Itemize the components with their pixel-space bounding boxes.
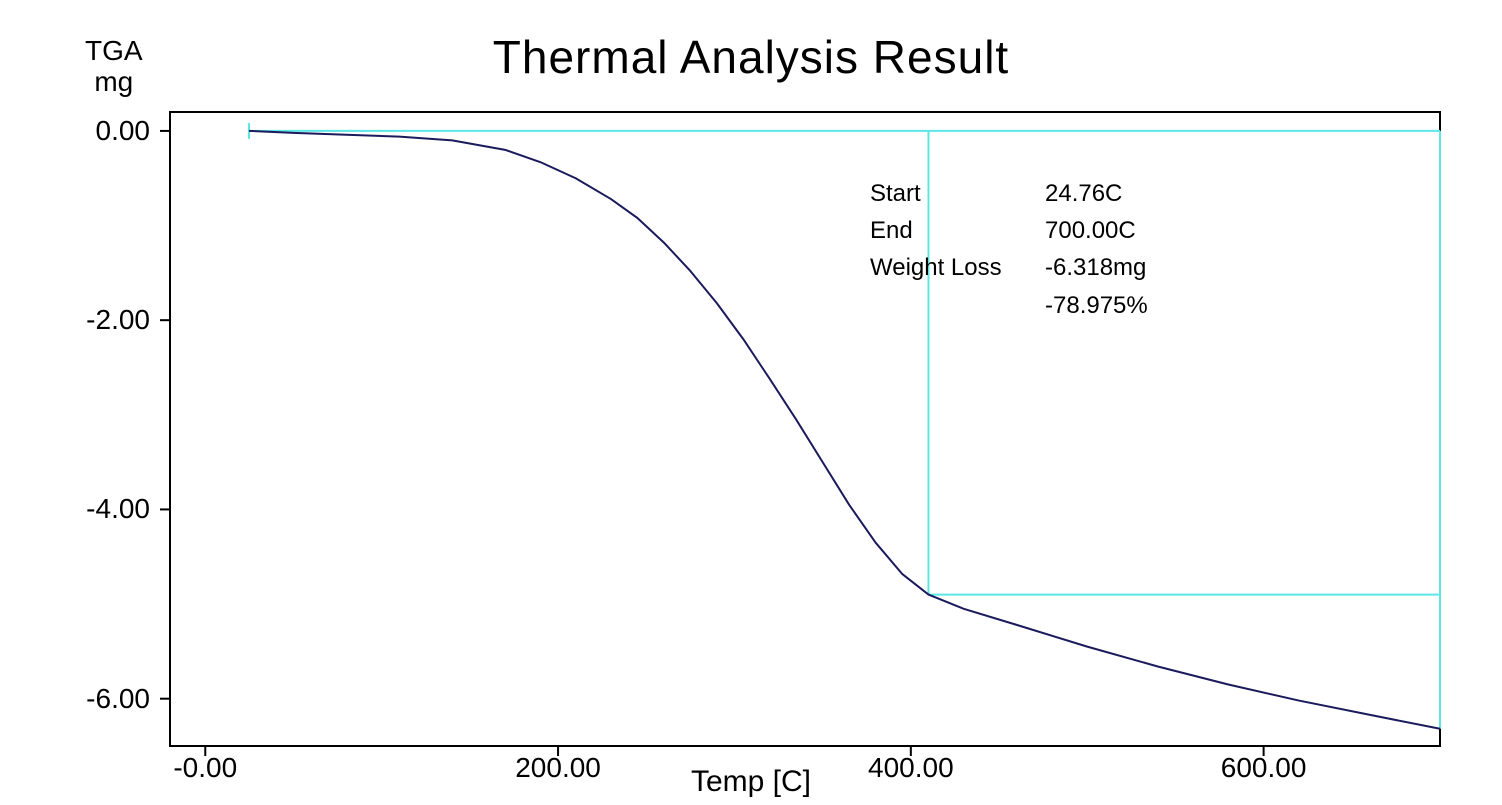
info-value: 24.76C <box>1045 175 1122 212</box>
x-axis-label: Temp [C] <box>0 765 1502 799</box>
info-row: Start24.76C <box>870 175 1148 212</box>
info-value: -6.318mg <box>1045 249 1146 286</box>
y-tick-label: -2.00 <box>86 304 150 336</box>
info-value: 700.00C <box>1045 212 1136 249</box>
y-tick-label: 0.00 <box>96 115 151 147</box>
info-label: Start <box>870 175 1045 212</box>
plot-svg <box>0 0 1502 805</box>
info-box: Start24.76CEnd700.00CWeight Loss-6.318mg… <box>870 175 1148 324</box>
info-label: Weight Loss <box>870 249 1045 286</box>
info-row: Weight Loss-6.318mg <box>870 249 1148 286</box>
y-tick-label: -6.00 <box>86 683 150 715</box>
info-label: End <box>870 212 1045 249</box>
chart-container: Thermal Analysis Result TGA mg 0.00-2.00… <box>0 0 1502 805</box>
info-row: -78.975% <box>870 287 1148 324</box>
y-tick-label: -4.00 <box>86 493 150 525</box>
info-value: -78.975% <box>1045 287 1148 324</box>
info-row: End700.00C <box>870 212 1148 249</box>
